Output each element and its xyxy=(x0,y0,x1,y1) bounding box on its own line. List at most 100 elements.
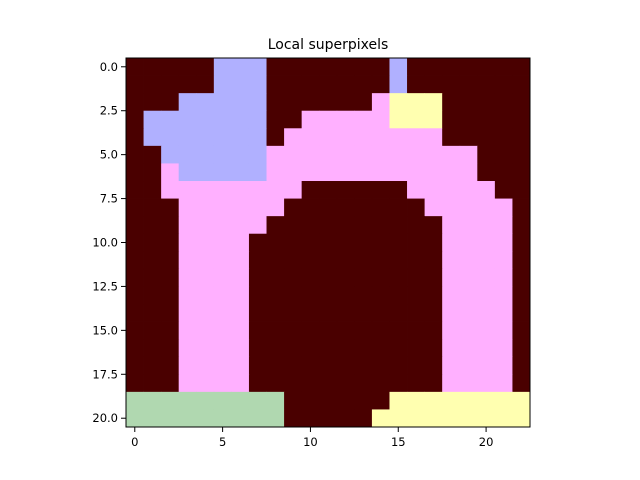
heatmap-cell xyxy=(301,233,320,252)
heatmap-cell xyxy=(266,391,285,410)
heatmap-cell xyxy=(459,181,478,199)
heatmap-cell xyxy=(248,251,267,270)
heatmap-cell xyxy=(126,233,144,252)
heatmap-cell xyxy=(143,321,162,340)
heatmap-cell xyxy=(266,233,285,252)
heatmap-cell xyxy=(231,163,250,182)
heatmap-cell xyxy=(284,339,303,358)
heatmap-cell xyxy=(178,409,197,428)
heatmap-cell xyxy=(231,58,250,76)
heatmap-cell xyxy=(424,268,443,287)
heatmap-cell xyxy=(459,339,478,358)
heatmap-cell xyxy=(301,321,320,340)
x-tick-label: 0 xyxy=(131,435,138,449)
y-tick-label: 20.0 xyxy=(92,411,118,425)
heatmap-cell xyxy=(319,181,338,199)
heatmap-cell xyxy=(248,374,267,393)
heatmap-cell xyxy=(494,374,513,393)
heatmap-cell xyxy=(371,181,390,199)
heatmap-cell xyxy=(354,391,373,410)
heatmap-cell xyxy=(248,356,267,375)
heatmap-cell xyxy=(248,268,267,287)
heatmap-cell xyxy=(301,145,320,164)
heatmap-cell xyxy=(161,58,180,76)
heatmap-cell xyxy=(248,198,267,217)
heatmap-cell xyxy=(178,233,197,252)
heatmap-cell xyxy=(284,198,303,217)
heatmap-cell xyxy=(161,93,180,112)
heatmap-cell xyxy=(354,304,373,322)
heatmap-cell xyxy=(266,409,285,428)
heatmap-cell xyxy=(126,181,144,199)
heatmap-cell xyxy=(371,216,390,235)
heatmap-cell xyxy=(161,145,180,164)
heatmap-cell xyxy=(248,216,267,235)
heatmap-cell xyxy=(301,110,320,129)
heatmap-cell xyxy=(266,339,285,358)
heatmap-cell xyxy=(284,374,303,393)
heatmap-cell xyxy=(161,163,180,182)
heatmap-cell xyxy=(442,75,461,94)
heatmap-cell xyxy=(512,58,531,76)
heatmap-cell xyxy=(301,374,320,393)
heatmap-cell xyxy=(319,409,338,428)
heatmap-cell xyxy=(336,58,355,76)
heatmap-cell xyxy=(424,304,443,322)
heatmap-cell xyxy=(459,304,478,322)
heatmap-cell xyxy=(143,145,162,164)
heatmap-cell xyxy=(477,110,496,129)
heatmap-cell xyxy=(301,58,320,76)
heatmap-cell xyxy=(336,268,355,287)
heatmap-cell xyxy=(512,339,531,358)
heatmap-cell xyxy=(266,58,285,76)
heatmap-cell xyxy=(231,286,250,305)
heatmap-cell xyxy=(389,75,408,94)
heatmap-cell xyxy=(407,198,426,217)
heatmap-cell xyxy=(213,145,232,164)
heatmap-cell xyxy=(266,356,285,375)
x-tick-label: 10 xyxy=(303,435,318,449)
heatmap-cell xyxy=(319,374,338,393)
heatmap-cell xyxy=(371,198,390,217)
heatmap-cell xyxy=(424,128,443,147)
heatmap-cell xyxy=(459,391,478,410)
heatmap-cell xyxy=(459,75,478,94)
heatmap-cell xyxy=(512,391,531,410)
heatmap-cell xyxy=(196,268,215,287)
heatmap-cell xyxy=(266,321,285,340)
heatmap-cell xyxy=(196,321,215,340)
heatmap-cell xyxy=(336,145,355,164)
heatmap-cell xyxy=(284,268,303,287)
heatmap-cell xyxy=(284,356,303,375)
heatmap-cell xyxy=(442,163,461,182)
heatmap-cell xyxy=(231,339,250,358)
heatmap-cell xyxy=(442,409,461,428)
y-tick-label: 10.0 xyxy=(92,236,118,250)
heatmap-cell xyxy=(284,58,303,76)
heatmap-cell xyxy=(284,110,303,129)
heatmap-cell xyxy=(424,110,443,129)
heatmap-cell xyxy=(442,374,461,393)
heatmap-cell xyxy=(161,339,180,358)
heatmap-cell xyxy=(213,374,232,393)
heatmap-cell xyxy=(442,321,461,340)
heatmap-cell xyxy=(284,163,303,182)
heatmap-cell xyxy=(213,251,232,270)
heatmap-cell xyxy=(371,145,390,164)
heatmap-cell xyxy=(231,268,250,287)
heatmap-cell xyxy=(442,339,461,358)
heatmap-cell xyxy=(213,163,232,182)
heatmap-cell xyxy=(266,145,285,164)
heatmap-cell xyxy=(407,339,426,358)
heatmap-cell xyxy=(178,198,197,217)
heatmap-cell xyxy=(231,391,250,410)
heatmap-cell xyxy=(512,216,531,235)
heatmap-cell xyxy=(477,374,496,393)
heatmap-cell xyxy=(336,304,355,322)
heatmap-cell xyxy=(196,391,215,410)
heatmap-cell xyxy=(354,198,373,217)
heatmap-cell xyxy=(477,286,496,305)
heatmap-cell xyxy=(512,110,531,129)
heatmap-cell xyxy=(442,198,461,217)
heatmap-cell xyxy=(407,304,426,322)
